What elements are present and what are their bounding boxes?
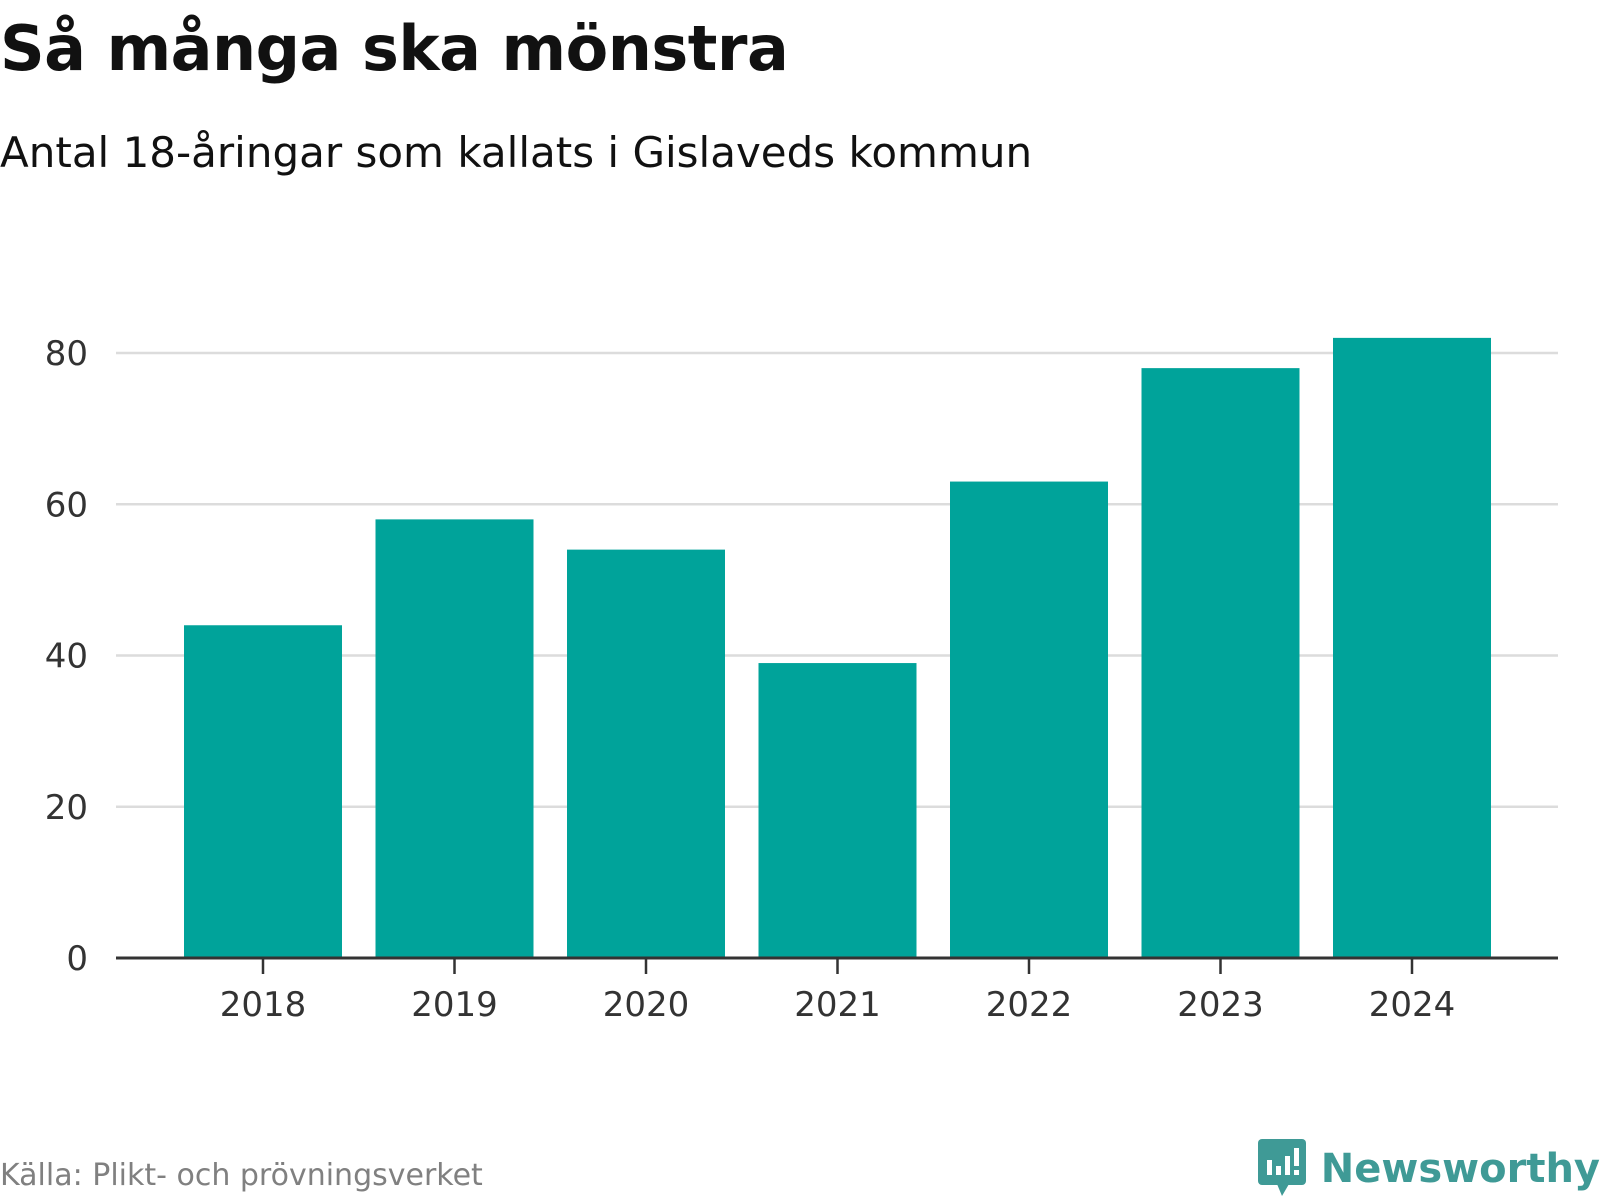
bar-2021: [758, 663, 917, 958]
y-axis-tick-labels: 0 20 40 60 80: [45, 334, 88, 979]
x-tick-label: 2024: [1369, 985, 1456, 1025]
x-tick-label: 2018: [220, 985, 307, 1025]
x-tick-label: 2023: [1177, 985, 1264, 1025]
newsworthy-logo-icon: [1257, 1139, 1306, 1196]
x-axis-tick-labels: 2018 2019 2020 2021 2022 2023 2024: [220, 985, 1456, 1025]
bar-2020: [567, 549, 725, 958]
x-tick-label: 2019: [411, 985, 498, 1025]
bar-2024: [1333, 337, 1491, 958]
brand-name: Newsworthy: [1320, 1146, 1600, 1192]
y-tick-label: 60: [45, 485, 88, 525]
bar-2019: [375, 519, 534, 958]
x-tick-label: 2021: [794, 985, 881, 1025]
y-tick-label: 20: [45, 788, 88, 828]
y-tick-label: 40: [45, 637, 88, 677]
y-tick-label: 0: [66, 939, 88, 979]
source-note: Källa: Plikt- och prövningsverket: [0, 1158, 483, 1193]
chart-title: Så många ska mönstra: [0, 12, 789, 85]
y-tick-label: 80: [45, 334, 88, 374]
bar-2022: [950, 481, 1108, 958]
bars: [184, 337, 1491, 958]
x-axis: [116, 956, 1558, 974]
chart-subtitle: Antal 18-åringar som kallats i Gislaveds…: [0, 128, 1033, 177]
x-tick-label: 2022: [986, 985, 1073, 1025]
bar-2018: [184, 625, 342, 958]
brand-logo: Newsworthy: [1257, 1138, 1600, 1200]
x-tick-label: 2020: [603, 985, 690, 1025]
bar-2023: [1141, 368, 1300, 958]
